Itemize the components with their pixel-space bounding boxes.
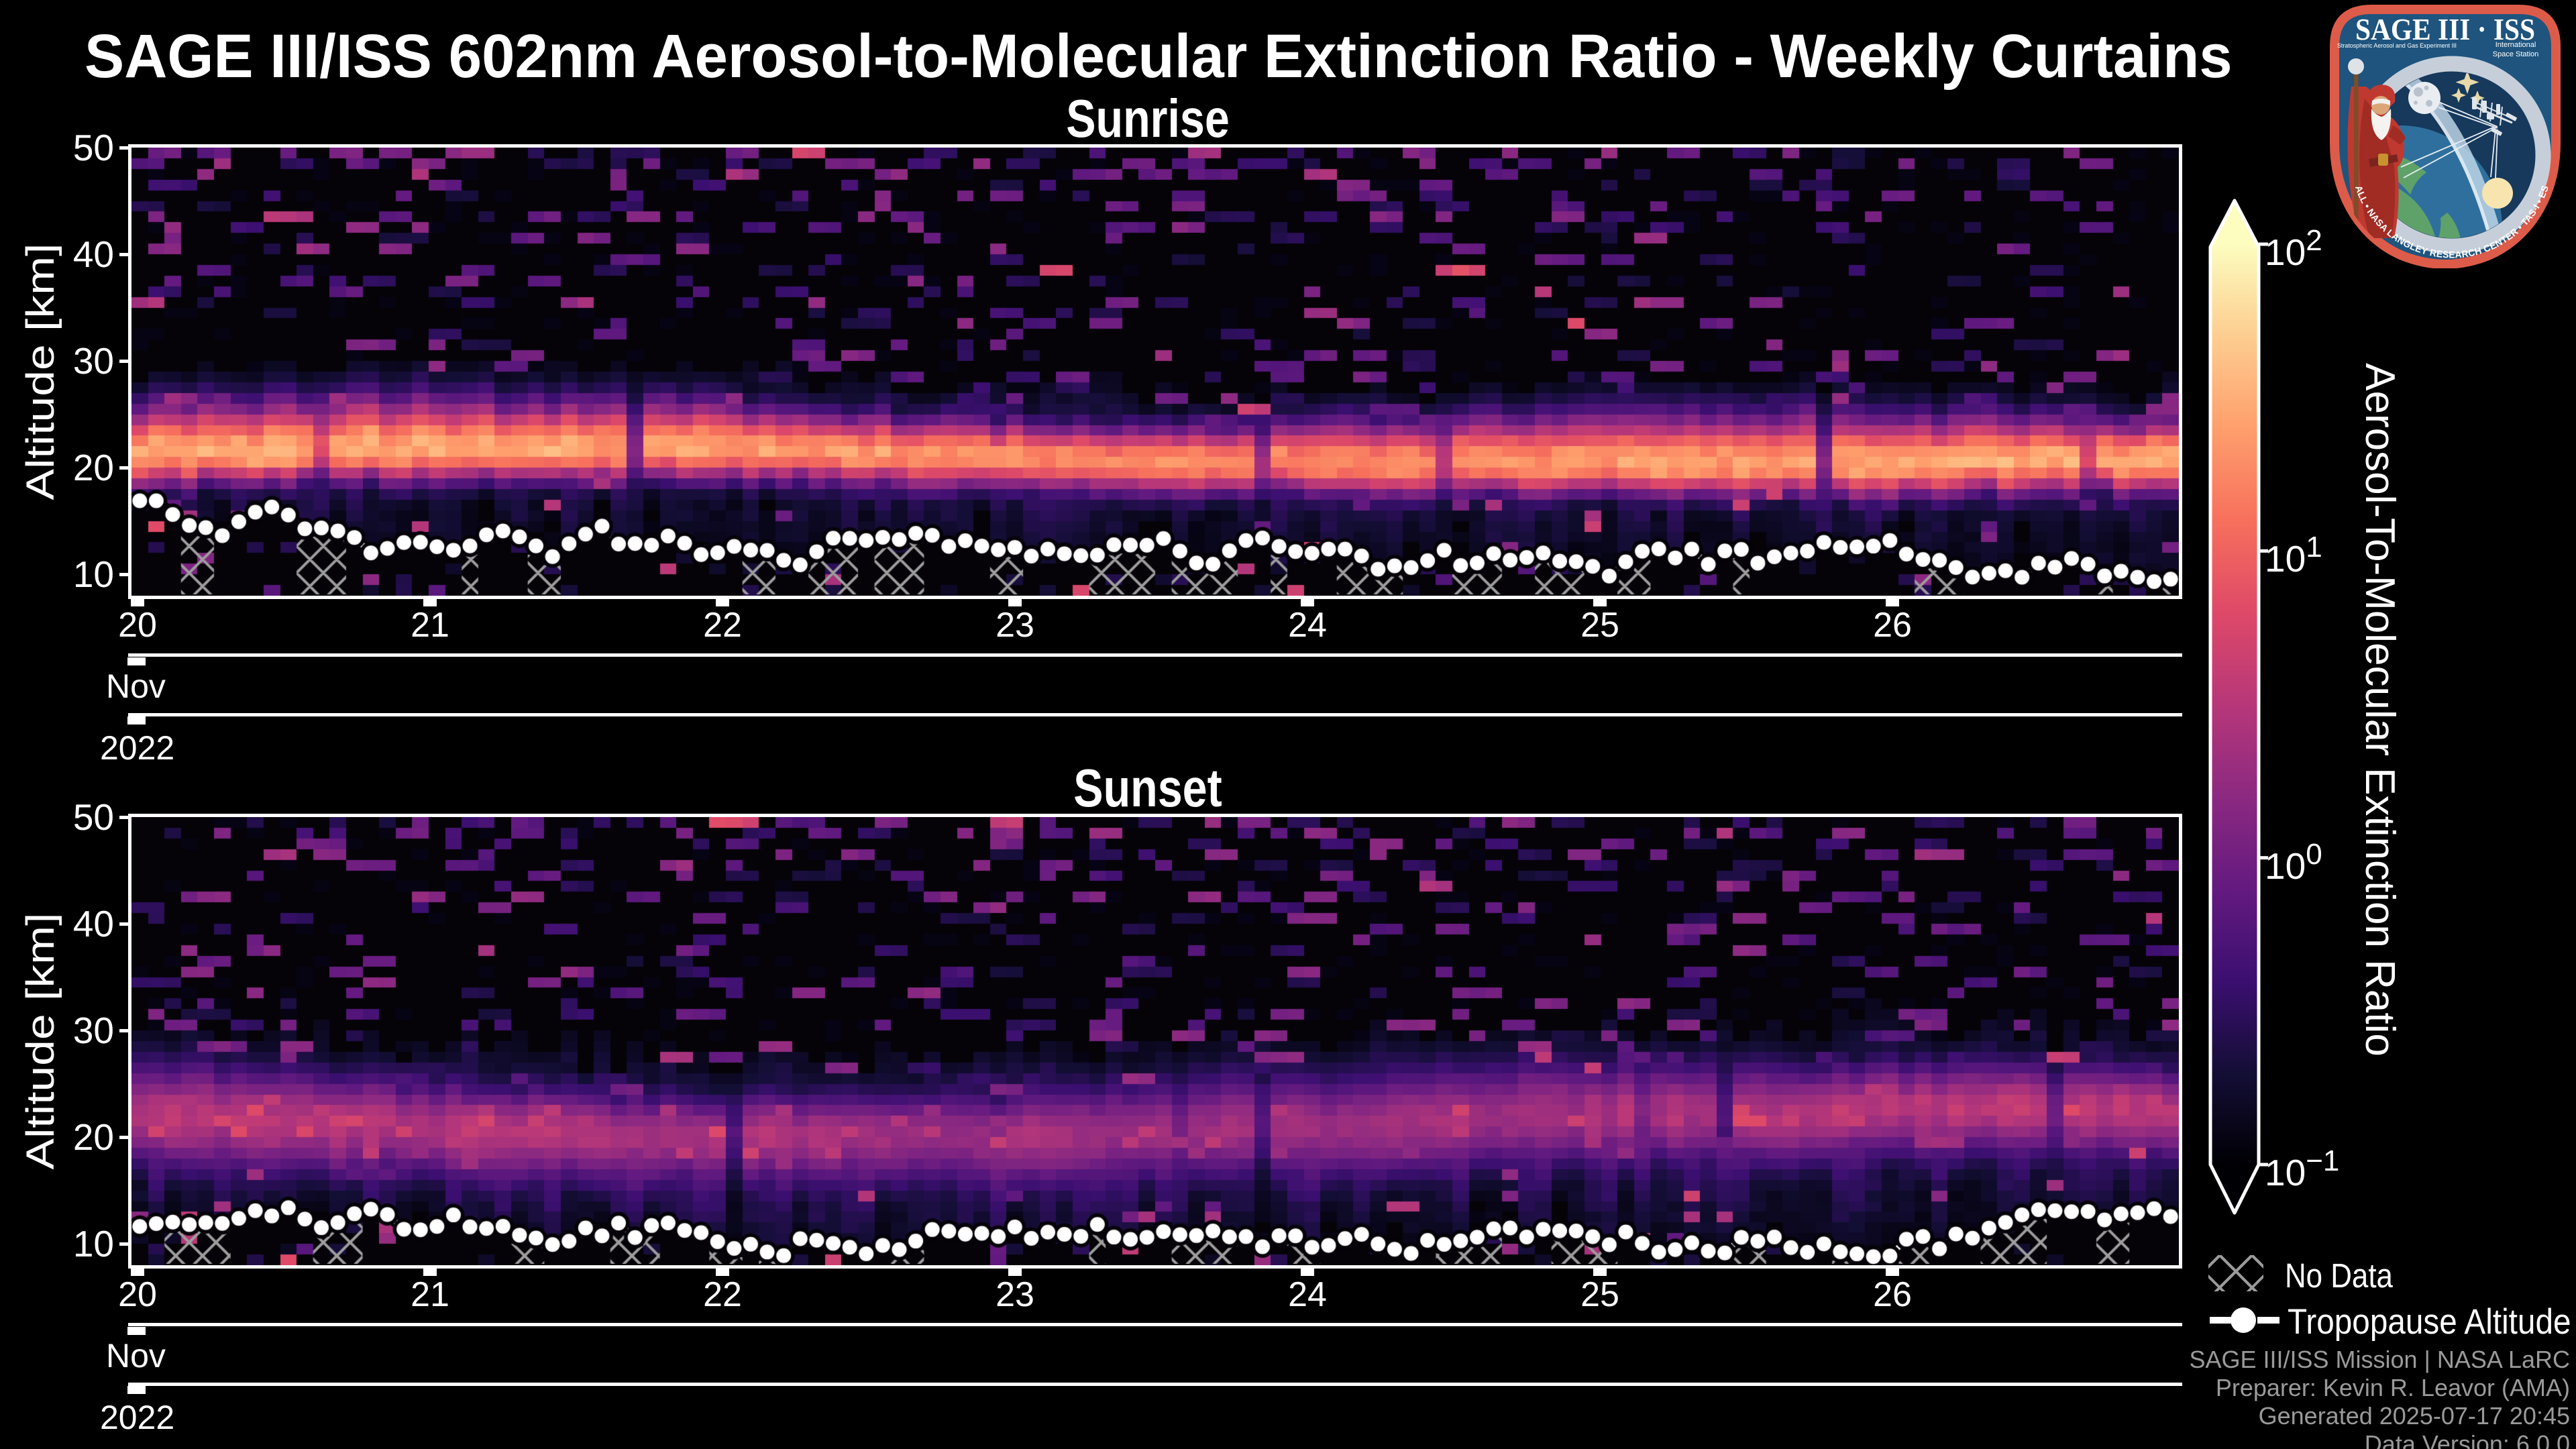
svg-text:Space Station: Space Station	[2493, 50, 2539, 58]
svg-text:SAGE III · ISS: SAGE III · ISS	[2355, 12, 2535, 46]
svg-text:Stratospheric Aerosol and Gas: Stratospheric Aerosol and Gas Experiment…	[2337, 42, 2457, 50]
svg-text:International: International	[2496, 41, 2536, 49]
